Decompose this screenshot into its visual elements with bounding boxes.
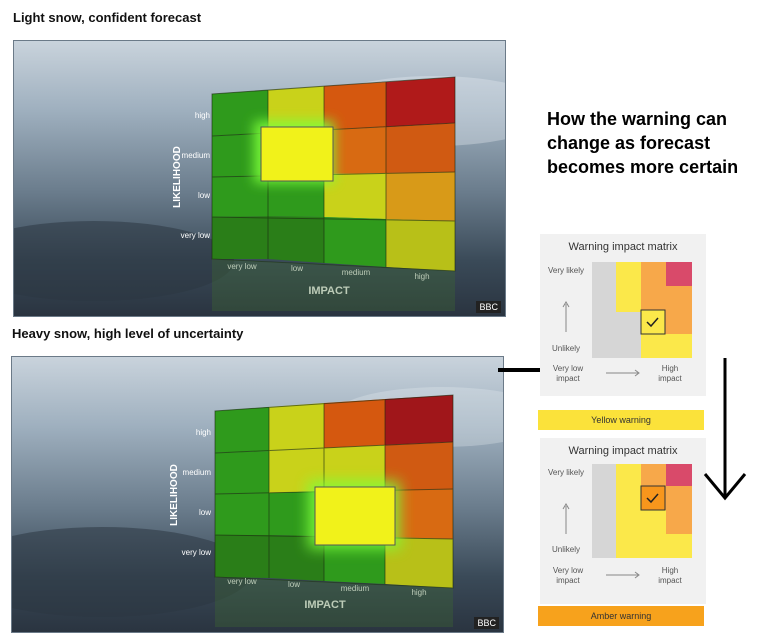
top-forecast-graphic: high medium low very low LIKELIHOOD very… [13,40,506,317]
likelihood-axis-label-b: LIKELIHOOD [169,464,180,526]
top-grid [211,76,456,272]
col-label-medium: medium [342,268,371,277]
col-label-very-low: very low [227,262,257,271]
col-label-high: high [414,272,429,281]
impact-axis-label: IMPACT [308,285,350,297]
yellow-warning-bar: Yellow warning [538,410,704,430]
row-label-medium: medium [182,151,211,160]
bottom-caption: Heavy snow, high level of uncertainty [12,326,244,341]
x-axis-right-label: High impact [658,364,682,383]
card-title-2: Warning impact matrix [568,445,678,457]
mini-matrix-1 [562,262,692,377]
y-axis-top-label: Very likely [547,266,584,275]
top-highlight-box [260,126,334,182]
x-axis-left-label: Very low impact [552,364,584,383]
x-axis-right-label-2: High impact [658,566,682,585]
right-arrow-icon [634,369,640,377]
row-label-very-low: very low [181,231,211,240]
bbc-logo: BBC [476,301,501,313]
row-label-medium-b: medium [183,468,212,477]
row-label-high-b: high [196,428,211,437]
y-axis-bottom-label-2: Unlikely [551,545,580,554]
row-label-low: low [198,191,210,200]
row-label-high: high [195,111,210,120]
check-icon-2 [646,493,659,504]
row-label-low-b: low [199,508,211,517]
impact-matrix-card-amber: Warning impact matrix Very likely Unlike… [540,438,706,604]
top-caption: Light snow, confident forecast [13,10,202,25]
up-arrow-icon [562,301,570,308]
col-label-very-low-b: very low [227,577,257,586]
bbc-logo-b: BBC [474,617,499,629]
col-label-low: low [291,264,303,273]
col-label-high-b: high [411,588,426,597]
amber-warning-bar: Amber warning [538,606,704,626]
down-arrow-icon [703,358,747,501]
card-title: Warning impact matrix [568,241,678,253]
y-axis-bottom-label: Unlikely [551,344,580,353]
row-label-very-low-b: very low [182,548,212,557]
bottom-grid [214,394,454,589]
x-axis-left-label-2: Very low impact [552,566,584,585]
bottom-matrix-svg: high medium low very low LIKELIHOOD very… [12,387,503,627]
mini-matrix-2 [562,464,692,579]
bottom-forecast-graphic: high medium low very low LIKELIHOOD very… [11,356,504,633]
up-arrow-icon-2 [562,503,570,510]
col-label-low-b: low [288,580,300,589]
likelihood-axis-label: LIKELIHOOD [172,146,183,208]
impact-matrix-card-yellow: Warning impact matrix Very likely Unlike… [540,234,706,396]
headline: How the warning can change as forecast b… [547,109,739,177]
connector-line [498,368,542,372]
impact-axis-label-b: IMPACT [304,599,346,611]
y-axis-top-label-2: Very likely [547,468,584,477]
top-matrix-svg: high medium low very low LIKELIHOOD very… [14,76,505,311]
bottom-highlight-box [314,486,396,546]
check-icon [646,317,659,328]
right-arrow-icon-2 [634,571,640,579]
col-label-medium-b: medium [341,584,370,593]
